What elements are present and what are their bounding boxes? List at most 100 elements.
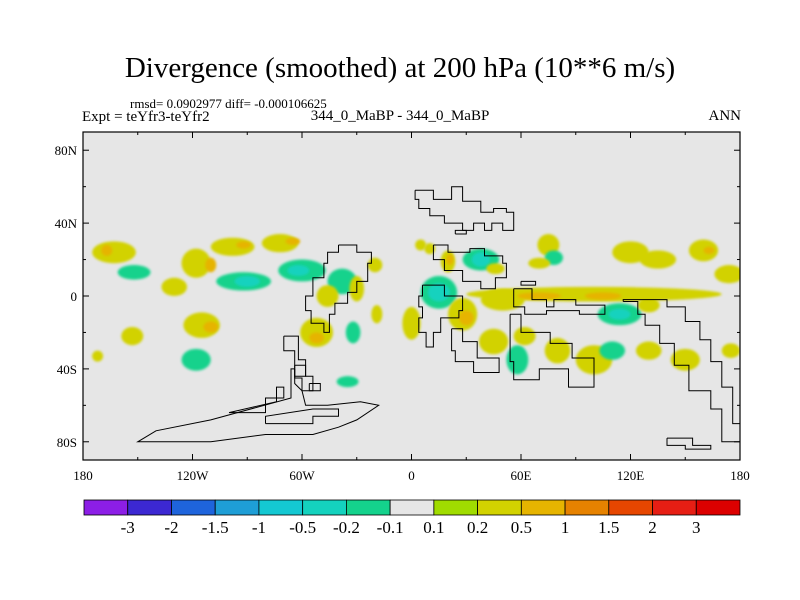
x-tick-label: 120W bbox=[177, 468, 210, 483]
field-patch bbox=[336, 376, 359, 388]
colorbar-label: 1.5 bbox=[598, 518, 619, 537]
coastline bbox=[513, 288, 606, 315]
coastline bbox=[520, 280, 537, 286]
field-patch bbox=[345, 321, 361, 344]
y-tick-label: 80N bbox=[55, 143, 78, 158]
colorbar-swatch bbox=[608, 499, 653, 516]
x-tick-label: 60E bbox=[511, 468, 532, 483]
colorbar: -3 -2 -1.5 -1 -0.5 -0.2 -0.1 0.1 0.2 0.5 1 1.5 2 3 bbox=[83, 499, 741, 537]
colorbar-swatch bbox=[171, 499, 216, 516]
field-patch bbox=[92, 241, 136, 264]
case-label: 344_0_MaBP - 344_0_MaBP bbox=[310, 108, 490, 124]
chart-title: Divergence (smoothed) at 200 hPa (10**6 … bbox=[124, 52, 676, 84]
field-patch bbox=[458, 310, 474, 326]
field-patch bbox=[415, 239, 427, 251]
field-patch bbox=[721, 343, 740, 358]
field-patch bbox=[584, 292, 622, 300]
y-tick-label: 0 bbox=[71, 289, 78, 304]
y-axis: 80N 40N 0 40S 80S bbox=[55, 143, 740, 450]
field-patch bbox=[471, 252, 490, 267]
coastline bbox=[451, 328, 500, 373]
colorbar-swatch bbox=[127, 499, 172, 516]
field-patch bbox=[181, 348, 211, 371]
field-patch bbox=[117, 265, 151, 280]
coastline bbox=[228, 386, 285, 414]
field-patch bbox=[544, 337, 571, 364]
colorbar-label: -3 bbox=[121, 518, 135, 537]
field-patch bbox=[608, 308, 631, 320]
field-patch bbox=[506, 345, 529, 375]
field-patch bbox=[670, 348, 700, 371]
field-patch bbox=[309, 332, 324, 344]
colorbar-label: -0.5 bbox=[289, 518, 316, 537]
colorbar-swatch bbox=[214, 499, 260, 516]
x-tick-label: 180 bbox=[730, 468, 750, 483]
field-patch bbox=[92, 350, 104, 362]
field-patch bbox=[513, 326, 536, 346]
colorbar-label: 0.2 bbox=[467, 518, 488, 537]
colorbar-swatch bbox=[345, 499, 391, 516]
field-patch bbox=[316, 285, 339, 307]
experiment-label: Expt = teYfr3-teYfr2 bbox=[82, 109, 210, 125]
field-patch bbox=[121, 326, 144, 346]
coastline bbox=[432, 244, 507, 290]
colorbar-swatch bbox=[652, 499, 697, 516]
x-tick-label: 60W bbox=[289, 468, 315, 483]
field-patch bbox=[371, 305, 383, 324]
field-patch bbox=[402, 306, 421, 340]
colorbar-label: -1.5 bbox=[202, 518, 229, 537]
coastline bbox=[622, 299, 740, 443]
coastline bbox=[305, 244, 372, 333]
colorbar-swatch bbox=[83, 499, 129, 516]
coastline bbox=[308, 383, 321, 392]
field-patch bbox=[367, 257, 383, 273]
coastline bbox=[666, 437, 712, 450]
season-label: ANN bbox=[708, 108, 742, 124]
colorbar-swatch bbox=[477, 499, 522, 516]
field-patch bbox=[517, 292, 562, 300]
divergence-field bbox=[92, 234, 740, 388]
coastline bbox=[136, 368, 380, 443]
field-patch bbox=[427, 283, 450, 302]
field-patch bbox=[161, 277, 188, 296]
field-patch bbox=[203, 321, 219, 333]
field-patch bbox=[236, 241, 251, 249]
field-patch bbox=[101, 244, 113, 256]
coastline bbox=[454, 229, 467, 235]
field-patch bbox=[234, 275, 261, 287]
colorbar-label: -1 bbox=[252, 518, 266, 537]
colorbar-label: 0.1 bbox=[423, 518, 444, 537]
field-patch bbox=[327, 268, 357, 295]
field-patch bbox=[637, 297, 660, 313]
field-patch bbox=[635, 341, 662, 360]
field-patch bbox=[479, 328, 509, 355]
x-tick-label: 120E bbox=[617, 468, 645, 483]
colorbar-swatch bbox=[258, 499, 304, 516]
y-tick-label: 40N bbox=[55, 216, 78, 231]
coastline bbox=[414, 186, 515, 231]
colorbar-label: 0.5 bbox=[511, 518, 532, 537]
field-patch bbox=[714, 265, 740, 284]
field-patch bbox=[424, 243, 436, 255]
y-tick-label: 80S bbox=[57, 435, 77, 450]
field-patch bbox=[181, 248, 211, 278]
x-axis: 180 120W 60W 0 60E 120E 180 bbox=[73, 132, 750, 483]
field-patch bbox=[639, 250, 677, 269]
x-tick-label: 180 bbox=[73, 468, 93, 483]
field-patch bbox=[703, 246, 715, 255]
colorbar-swatch bbox=[389, 499, 435, 516]
field-patch bbox=[612, 241, 649, 264]
colorbar-swatch bbox=[433, 499, 479, 516]
field-patch bbox=[285, 237, 301, 245]
colorbar-label: 3 bbox=[692, 518, 701, 537]
coastline bbox=[509, 313, 595, 388]
colorbar-label: 2 bbox=[648, 518, 657, 537]
coastline bbox=[265, 408, 339, 425]
colorbar-label: -0.2 bbox=[333, 518, 360, 537]
field-patch bbox=[205, 257, 217, 273]
colorbar-swatch bbox=[564, 499, 610, 516]
colorbar-label: 1 bbox=[561, 518, 570, 537]
field-patch bbox=[486, 263, 505, 275]
x-tick-label: 0 bbox=[408, 468, 415, 483]
